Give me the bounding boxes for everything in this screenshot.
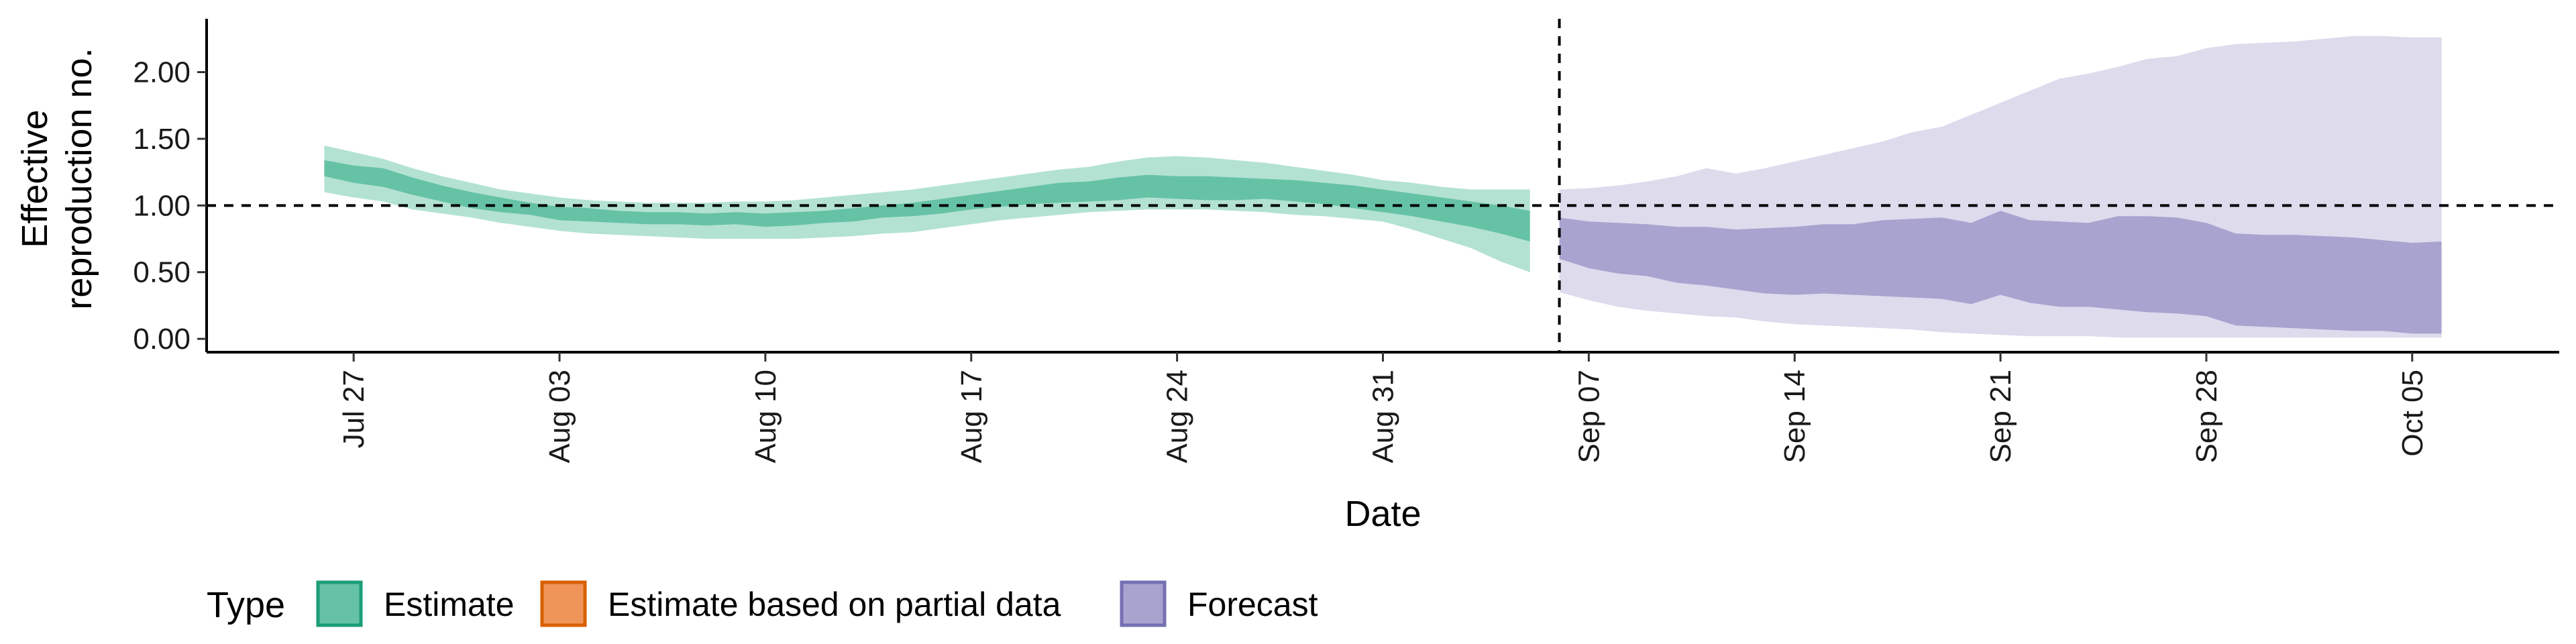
legend: Type Estimate Estimate based on partial da… [207,580,1318,627]
x-tick-label: Jul 27 [337,370,370,448]
x-tick-label: Aug 03 [543,370,576,463]
forecast-band-50 [1559,211,2442,334]
x-axis-title: Date [1344,494,1421,534]
x-tick-label: Oct 05 [2396,370,2429,457]
x-tick-label: Sep 28 [2190,370,2223,463]
y-tick-label: 0.00 [133,323,191,356]
tick-labels: 0.00 0.50 1.00 1.50 2.00 Jul 27 Aug 03 Aug 10 Au… [133,56,2428,464]
legend-label: Forecast [1187,586,1318,623]
y-tick-label: 1.00 [133,189,191,222]
y-axis-title-line: Effective [15,109,55,248]
x-tick-label: Sep 21 [1984,370,2017,463]
legend-label: Estimate [384,586,515,623]
x-tick-label: Aug 17 [955,370,988,463]
x-tick-label: Aug 24 [1161,370,1194,463]
legend-key-estimate-based-on-partial-data [540,580,587,627]
x-tick-label: Aug 10 [749,370,782,463]
legend-key-forecast [1120,580,1167,627]
x-tick-label: Sep 14 [1778,370,1811,463]
legend-key-estimate [316,580,363,627]
legend-title: Type [207,585,285,625]
y-axis-title-line: reproduction no. [59,48,99,309]
y-tick-label: 2.00 [133,56,191,89]
y-tick-label: 0.50 [133,256,191,289]
axis-titles: Date Effective reproduction no. [15,48,1421,534]
legend-label: Estimate based on partial data [608,586,1061,623]
y-tick-label: 1.50 [133,123,191,156]
reference-lines [207,19,2559,352]
x-tick-label: Sep 07 [1572,370,1605,463]
x-tick-label: Aug 31 [1367,370,1400,463]
bands-layer [324,36,2442,338]
y-axis-title: Effective reproduction no. [15,48,99,309]
estimate-band-50 [324,160,1530,241]
